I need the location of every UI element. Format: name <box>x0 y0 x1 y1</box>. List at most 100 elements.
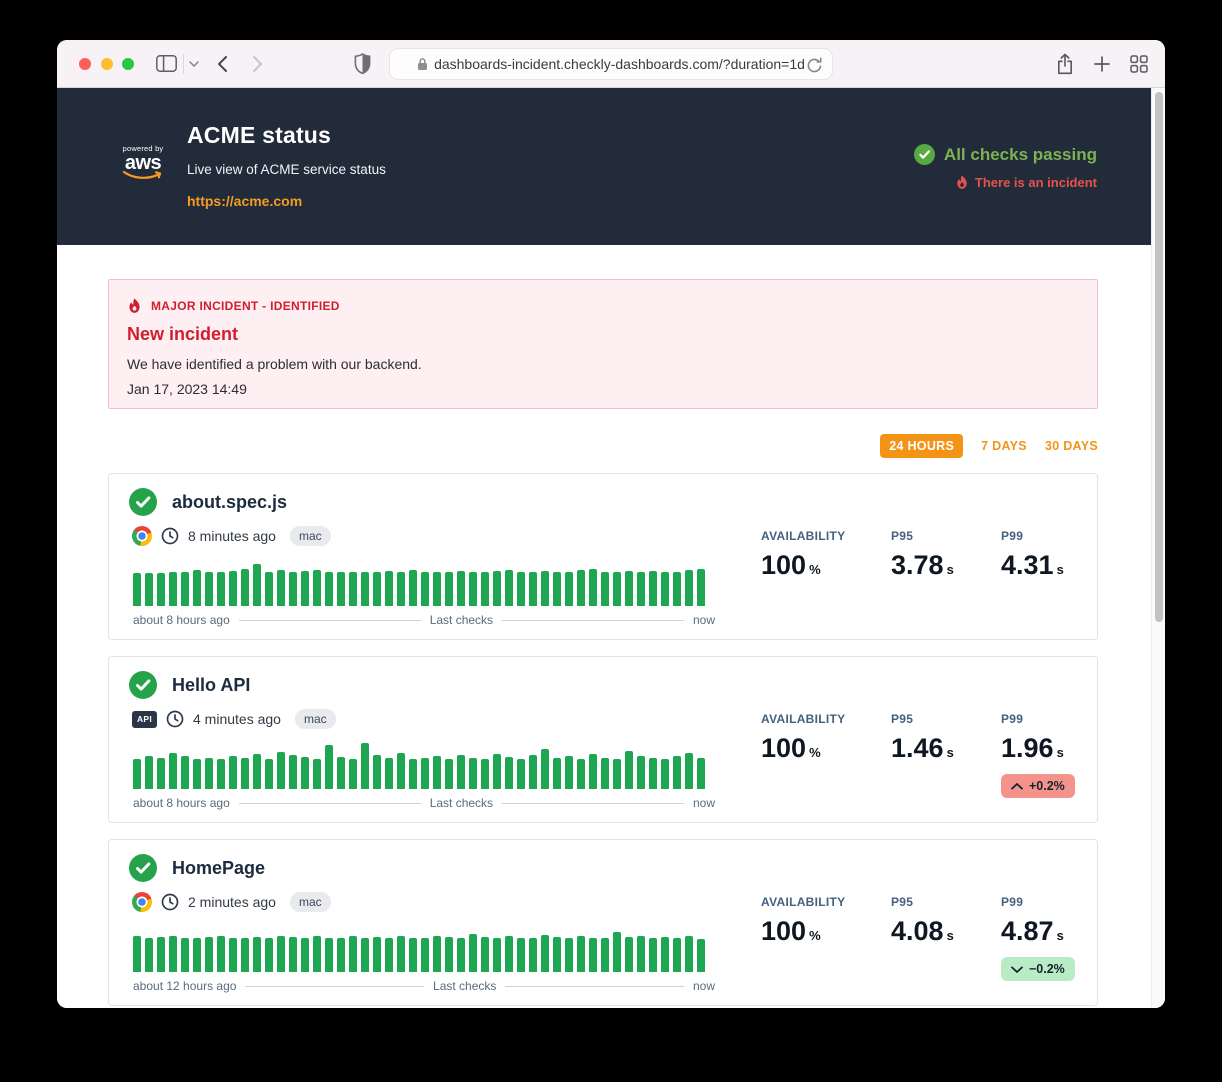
status-bar <box>133 759 141 789</box>
status-bar <box>517 759 525 789</box>
check-name: about.spec.js <box>172 491 288 512</box>
flame-icon <box>957 175 967 189</box>
clock-icon <box>161 893 179 911</box>
share-button[interactable] <box>1056 53 1074 75</box>
acme-link[interactable]: https://acme.com <box>187 193 303 209</box>
status-bar <box>217 936 225 972</box>
check-card-homepage[interactable]: HomePage 2 minutes ago mac about 12 hour… <box>108 839 1098 1006</box>
status-bar <box>697 569 705 606</box>
aws-logo-text: aws <box>124 151 162 174</box>
status-bar <box>373 572 381 606</box>
status-bar <box>301 757 309 789</box>
status-bar <box>385 758 393 789</box>
window-close-button[interactable] <box>79 58 91 70</box>
chevron-up-icon <box>1011 782 1023 789</box>
sidebar-icon[interactable] <box>156 55 177 72</box>
status-bar <box>529 572 537 606</box>
status-bar <box>673 938 681 972</box>
status-bar <box>433 936 441 972</box>
status-bar <box>625 751 633 789</box>
status-bar <box>193 759 201 789</box>
p95-value: 4.08 s <box>891 916 954 946</box>
availability-label: AVAILABILITY <box>761 712 846 726</box>
status-bar <box>157 573 165 606</box>
forward-button[interactable] <box>253 56 262 72</box>
lock-icon <box>418 58 428 70</box>
status-bar <box>445 759 453 789</box>
p99-trend-badge: +0.2% <box>1001 774 1075 798</box>
vertical-scrollbar-track[interactable] <box>1151 88 1165 1008</box>
status-bar <box>169 753 177 789</box>
status-bar <box>565 938 573 972</box>
status-bar <box>697 939 705 972</box>
status-bar <box>409 759 417 789</box>
last-checked-label: 4 minutes ago <box>193 711 281 727</box>
last-checked-label: 8 minutes ago <box>188 528 276 544</box>
check-card-about-spec-js[interactable]: about.spec.js 8 minutes ago mac about 8 … <box>108 473 1098 640</box>
check-passing-icon <box>129 488 157 516</box>
status-bar <box>493 938 501 972</box>
reload-button[interactable] <box>807 57 822 79</box>
status-bar <box>577 936 585 972</box>
status-bar <box>289 755 297 789</box>
url-text: dashboards-incident.checkly-dashboards.c… <box>434 56 805 72</box>
status-bar <box>421 938 429 972</box>
window-zoom-button[interactable] <box>122 58 134 70</box>
chart-axis: about 8 hours ago Last checks now <box>133 796 715 810</box>
status-bar <box>277 752 285 789</box>
page-body: MAJOR INCIDENT - IDENTIFIED New incident… <box>108 279 1098 1006</box>
status-bar <box>649 571 657 606</box>
status-bar <box>649 938 657 972</box>
status-bar <box>553 937 561 972</box>
incident-link[interactable]: There is an incident <box>955 174 1097 191</box>
status-bar <box>457 571 465 606</box>
aws-smile-icon <box>122 170 162 179</box>
tab-30-days[interactable]: 30 DAYS <box>1044 438 1098 453</box>
p95-value: 1.46 s <box>891 733 954 763</box>
axis-end-label: now <box>693 613 716 627</box>
chrome-browser-icon <box>132 526 152 546</box>
status-bar <box>625 571 633 606</box>
availability-label: AVAILABILITY <box>761 529 846 543</box>
status-bar <box>625 937 633 972</box>
check-name: HomePage <box>172 857 266 878</box>
page-subtitle: Live view of ACME service status <box>187 162 386 177</box>
status-bar <box>433 572 441 606</box>
url-field[interactable]: dashboards-incident.checkly-dashboards.c… <box>389 48 833 80</box>
tab-overview-button[interactable] <box>1130 55 1148 73</box>
vertical-scrollbar-thumb[interactable] <box>1155 92 1163 622</box>
back-button[interactable] <box>218 56 227 72</box>
status-bar <box>421 758 429 789</box>
status-bar <box>529 755 537 789</box>
status-bar <box>457 938 465 972</box>
status-bar <box>517 938 525 972</box>
status-bar <box>145 938 153 972</box>
tab-7-days[interactable]: 7 DAYS <box>981 438 1027 453</box>
tab-24-hours[interactable]: 24 HOURS <box>880 433 964 458</box>
status-bar <box>697 758 705 789</box>
status-bar <box>565 572 573 606</box>
check-card-hello-api[interactable]: Hello API API 4 minutes ago mac about 8 … <box>108 656 1098 823</box>
window-minimize-button[interactable] <box>101 58 113 70</box>
chevron-down-icon[interactable] <box>189 61 199 67</box>
status-bar <box>661 759 669 789</box>
status-bar <box>529 938 537 972</box>
status-bar <box>361 572 369 606</box>
new-tab-button[interactable] <box>1094 56 1110 72</box>
status-bar <box>277 936 285 972</box>
status-bar <box>457 755 465 789</box>
status-bar <box>397 572 405 606</box>
status-bar <box>505 757 513 789</box>
check-circle-icon <box>913 144 935 165</box>
status-bar <box>313 759 321 789</box>
availability-value: 100% <box>761 916 821 946</box>
status-bar <box>181 756 189 789</box>
status-bar <box>145 756 153 789</box>
status-bar <box>637 936 645 972</box>
status-bar <box>397 753 405 789</box>
privacy-shield-icon[interactable] <box>354 53 371 75</box>
status-bar <box>169 936 177 972</box>
chrome-browser-icon <box>132 892 152 912</box>
p99-value: 4.31 s <box>1001 550 1064 580</box>
status-bar <box>193 938 201 972</box>
